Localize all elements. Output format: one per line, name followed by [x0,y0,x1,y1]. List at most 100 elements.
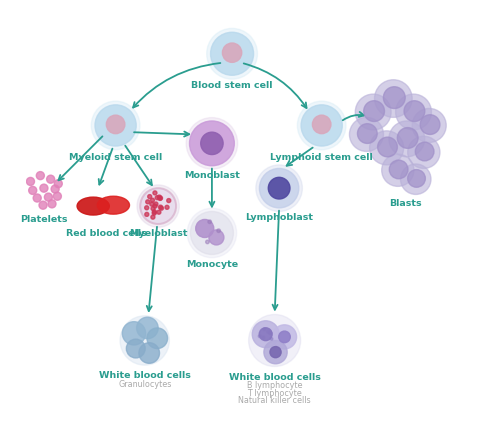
Circle shape [364,101,384,121]
Circle shape [92,101,140,150]
Text: Red blood cells: Red blood cells [66,229,147,238]
Circle shape [158,205,162,209]
Circle shape [269,332,272,335]
Circle shape [144,206,148,210]
Circle shape [200,132,223,155]
Circle shape [54,180,62,188]
Circle shape [151,215,155,219]
Circle shape [44,193,52,201]
Text: White blood cells: White blood cells [99,371,190,380]
Circle shape [95,105,136,146]
Circle shape [256,165,302,211]
Circle shape [270,337,273,340]
Circle shape [252,321,279,348]
Text: Blasts: Blasts [390,199,422,208]
Circle shape [152,211,156,215]
Circle shape [145,212,149,216]
Text: Granulocytes: Granulocytes [118,380,172,389]
Circle shape [106,115,125,134]
Circle shape [269,332,272,334]
Circle shape [126,339,145,358]
Text: Lymphoid stem cell: Lymphoid stem cell [270,153,373,162]
Circle shape [48,200,56,208]
Circle shape [408,170,426,187]
Circle shape [420,115,440,134]
Circle shape [166,198,171,202]
Circle shape [267,331,270,333]
Circle shape [206,240,209,244]
Circle shape [28,186,37,194]
Text: T lymphocyte: T lymphocyte [248,389,302,398]
Text: B lymphocyte: B lymphocyte [247,381,302,390]
Circle shape [190,121,234,166]
Circle shape [122,322,146,345]
Circle shape [51,185,59,193]
Circle shape [374,80,412,117]
Text: Myeloid stem cell: Myeloid stem cell [69,153,162,162]
Circle shape [217,229,220,233]
Circle shape [408,136,440,168]
Circle shape [160,206,164,210]
Circle shape [187,208,236,258]
Circle shape [404,101,425,121]
Circle shape [148,194,152,198]
Text: White blood cells: White blood cells [228,373,320,382]
Circle shape [278,331,290,343]
Circle shape [153,204,157,208]
Circle shape [150,198,154,202]
Circle shape [140,188,176,224]
Circle shape [389,121,424,157]
Circle shape [153,191,157,195]
Circle shape [248,314,300,366]
Circle shape [120,316,170,365]
Circle shape [358,124,377,143]
Circle shape [147,328,168,349]
Circle shape [264,340,287,364]
Circle shape [209,230,224,245]
Circle shape [398,128,418,148]
Text: Monoblast: Monoblast [184,171,240,180]
Circle shape [222,43,242,62]
Circle shape [33,194,41,202]
Circle shape [301,105,343,146]
Circle shape [298,101,346,150]
Text: Blood stem cell: Blood stem cell [192,81,273,90]
Circle shape [258,335,261,337]
Circle shape [350,117,384,151]
Circle shape [186,117,238,169]
Ellipse shape [77,197,110,215]
Text: Monocyte: Monocyte [186,260,238,269]
Circle shape [210,32,254,75]
Circle shape [416,142,434,161]
Circle shape [208,220,212,224]
Circle shape [137,185,180,227]
Circle shape [26,177,34,185]
Circle shape [158,196,162,200]
Text: Myeloblast: Myeloblast [129,229,188,238]
Circle shape [206,28,258,79]
Circle shape [356,94,391,130]
Circle shape [136,317,158,339]
Circle shape [382,154,414,186]
Text: Lymphoblast: Lymphoblast [245,213,313,222]
Circle shape [268,177,290,199]
Circle shape [39,201,47,209]
Circle shape [370,131,404,165]
Circle shape [400,164,431,194]
Ellipse shape [97,196,130,214]
Circle shape [165,205,169,209]
Text: Platelets: Platelets [20,215,68,224]
Circle shape [384,87,405,108]
Circle shape [312,115,331,134]
Circle shape [146,200,150,204]
Circle shape [259,328,272,340]
Circle shape [158,196,162,200]
Circle shape [378,137,398,157]
Circle shape [155,196,159,200]
Circle shape [196,220,214,237]
Circle shape [270,347,281,358]
Text: Natural killer cells: Natural killer cells [238,396,311,405]
Circle shape [262,336,264,339]
Circle shape [272,325,296,349]
Circle shape [46,175,54,183]
